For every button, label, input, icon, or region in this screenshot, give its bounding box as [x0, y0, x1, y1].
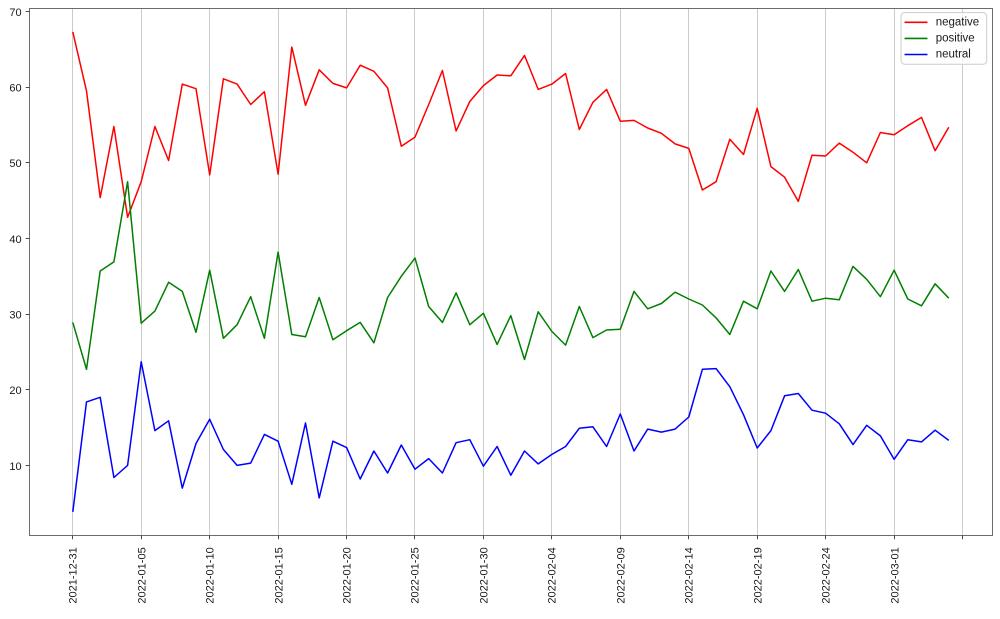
- svg-text:2022-02-24: 2022-02-24: [821, 547, 833, 603]
- svg-text:2022-02-14: 2022-02-14: [684, 547, 696, 603]
- svg-text:2022-01-20: 2022-01-20: [342, 547, 354, 603]
- svg-text:2022-01-30: 2022-01-30: [479, 547, 491, 603]
- svg-text:2022-02-09: 2022-02-09: [616, 547, 628, 603]
- svg-text:2021-12-31: 2021-12-31: [68, 547, 80, 603]
- svg-text:neutral: neutral: [936, 49, 971, 61]
- svg-text:20: 20: [9, 385, 21, 397]
- svg-text:positive: positive: [936, 33, 975, 45]
- svg-text:60: 60: [9, 83, 21, 95]
- svg-text:40: 40: [9, 234, 21, 246]
- svg-text:70: 70: [9, 7, 21, 19]
- svg-text:10: 10: [9, 461, 21, 473]
- svg-text:2022-01-25: 2022-01-25: [410, 547, 422, 603]
- svg-text:2022-03-01: 2022-03-01: [890, 547, 902, 603]
- svg-text:2022-01-15: 2022-01-15: [274, 547, 286, 603]
- svg-text:30: 30: [9, 310, 21, 322]
- svg-text:2022-01-05: 2022-01-05: [137, 547, 149, 603]
- svg-text:negative: negative: [936, 16, 979, 28]
- svg-text:2022-02-04: 2022-02-04: [547, 547, 559, 603]
- svg-text:2022-01-10: 2022-01-10: [205, 547, 217, 603]
- svg-text:2022-02-19: 2022-02-19: [753, 547, 765, 603]
- svg-text:50: 50: [9, 158, 21, 170]
